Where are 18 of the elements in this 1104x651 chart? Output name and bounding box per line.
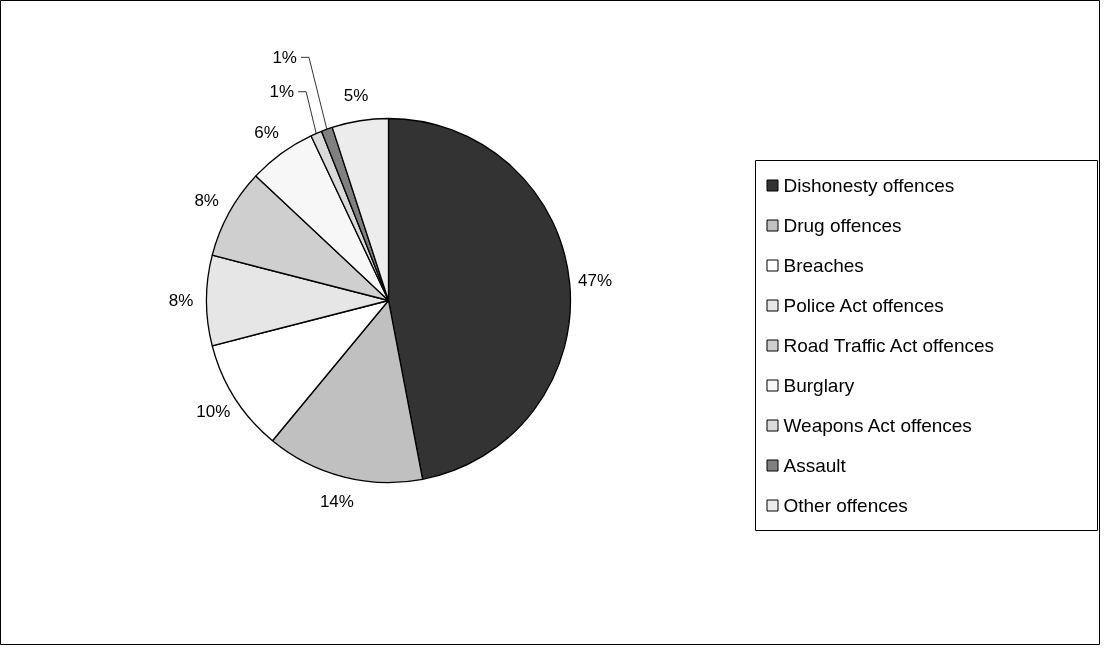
data-label: 47% — [578, 271, 613, 291]
legend-label: Breaches — [783, 255, 864, 276]
legend-label: Dishonesty offences — [783, 175, 955, 196]
legend-label: Police Act offences — [783, 295, 944, 316]
data-label: 6% — [254, 123, 279, 143]
data-label: 1% — [269, 82, 295, 102]
legend-label: Drug offences — [783, 215, 902, 236]
data-label: 14% — [319, 491, 354, 511]
data-label: 8% — [168, 291, 194, 310]
data-label: 5% — [343, 86, 369, 106]
data-label: 1% — [272, 47, 297, 67]
legend-label: Burglary — [783, 375, 855, 396]
legend-label: Other offences — [783, 495, 908, 516]
data-label: 10% — [196, 402, 231, 422]
legend-label: Weapons Act offences — [783, 415, 972, 436]
legend-label: Road Traffic Act offences — [783, 335, 995, 356]
legend-label: Assault — [783, 455, 847, 476]
data-label: 8% — [194, 191, 219, 211]
